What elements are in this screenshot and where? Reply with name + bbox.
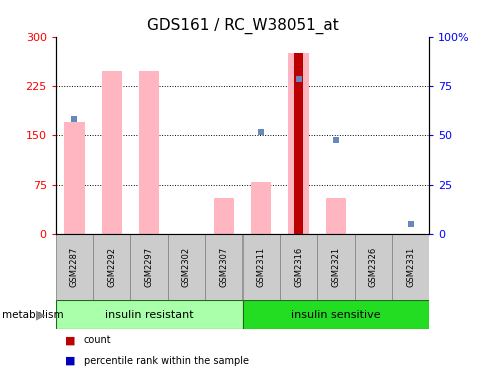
Bar xyxy=(205,234,242,300)
Bar xyxy=(130,234,167,300)
Bar xyxy=(293,53,302,234)
Text: GSM2311: GSM2311 xyxy=(256,247,265,287)
Bar xyxy=(93,234,130,300)
Text: GSM2307: GSM2307 xyxy=(219,247,228,287)
Text: GSM2316: GSM2316 xyxy=(293,247,302,287)
Bar xyxy=(167,234,205,300)
Bar xyxy=(242,300,428,329)
Title: GDS161 / RC_W38051_at: GDS161 / RC_W38051_at xyxy=(146,18,338,34)
Text: insulin sensitive: insulin sensitive xyxy=(290,310,380,320)
Text: ■: ■ xyxy=(65,335,76,346)
Bar xyxy=(56,300,242,329)
Text: GSM2292: GSM2292 xyxy=(107,247,116,287)
Text: GSM2326: GSM2326 xyxy=(368,247,377,287)
Text: GSM2297: GSM2297 xyxy=(144,247,153,287)
Text: GSM2321: GSM2321 xyxy=(331,247,340,287)
Text: metabolism: metabolism xyxy=(2,310,64,320)
Text: GSM2331: GSM2331 xyxy=(405,247,414,287)
Text: GSM2287: GSM2287 xyxy=(70,247,79,287)
Bar xyxy=(56,234,93,300)
Text: insulin resistant: insulin resistant xyxy=(105,310,193,320)
Bar xyxy=(325,198,346,234)
Bar xyxy=(138,71,159,234)
Bar xyxy=(213,198,234,234)
Bar xyxy=(242,234,279,300)
Bar xyxy=(317,234,354,300)
Bar xyxy=(391,234,428,300)
Text: ▶: ▶ xyxy=(36,308,46,321)
Bar xyxy=(64,122,85,234)
Text: percentile rank within the sample: percentile rank within the sample xyxy=(84,355,248,366)
Text: ■: ■ xyxy=(65,355,76,366)
Text: GSM2302: GSM2302 xyxy=(182,247,191,287)
Bar xyxy=(354,234,391,300)
Bar xyxy=(287,53,308,234)
Bar xyxy=(279,234,317,300)
Bar xyxy=(101,71,122,234)
Bar xyxy=(250,182,271,234)
Text: count: count xyxy=(84,335,111,346)
